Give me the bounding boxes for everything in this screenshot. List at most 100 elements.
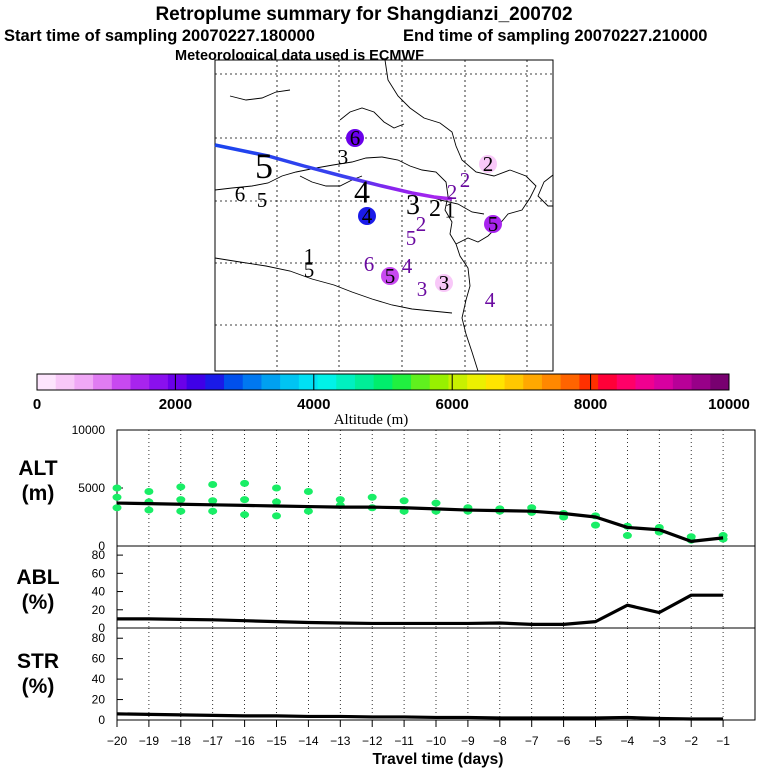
colorbar-swatch [429,374,449,390]
x-tick-label: −20 [107,734,128,748]
y-tick-label: 40 [92,585,106,599]
x-tick-label: −13 [330,734,351,748]
abl-panel: 0 20 40 60 80 [92,545,756,635]
colorbar-swatch [224,374,244,390]
track-day-label: 4 [354,174,370,210]
map-marker-label: 5 [257,188,268,212]
alt-scatter-point [303,487,313,495]
colorbar-tick-label: 6000 [436,396,469,413]
alt-panel: 0 5000 10000 [72,423,756,553]
colorbar-swatch [373,374,393,390]
colorbar-swatch [55,374,75,390]
y-tick-label: 60 [92,652,106,666]
colorbar-swatch [448,374,468,390]
colorbar-tick-label: 10000 [708,396,750,413]
str-series-line [116,712,724,721]
y-tick-label: 0 [98,713,105,727]
alt-scatter-point [208,497,218,505]
map-marker-dot [484,215,502,233]
alt-scatter-point [399,507,409,515]
x-tick-label: −7 [525,734,539,748]
alt-panel-unit: (m) [22,482,55,505]
colorbar-swatch [298,374,319,390]
figure-title: Retroplume summary for Shangdianzi_20070… [155,4,572,25]
x-axis: −20 −19 −18 −17 −16 −15 −14 −13 −12 −11 −10 −9 −8 −7 −… [107,720,730,748]
abl-series-line [117,593,724,626]
str-panel: 0 20 40 60 80 [92,627,756,727]
alt-scatter-point [176,483,186,491]
y-tick-label: 40 [92,672,106,686]
alt-scatter-point [431,499,441,507]
colorbar-tick-label: 4000 [297,396,330,413]
alt-scatter-point [240,511,250,519]
map-marker-label: 5 [406,226,417,250]
track-day-label: 1 [445,197,456,222]
alt-scatter-point [208,481,218,489]
alt-scatter-point [176,496,186,504]
x-tick-label: −14 [298,734,319,748]
colorbar-swatch [336,374,356,390]
track-day-label: 2 [429,196,441,222]
x-tick-label: −5 [589,734,603,748]
colorbar-swatch [261,374,281,390]
alt-series-line [116,501,724,543]
x-tick-label: −9 [461,734,475,748]
colorbar-swatch [130,374,150,390]
x-tick-label: −10 [426,734,447,748]
str-panel-frame [116,627,756,721]
colorbar-swatch [317,374,337,390]
colorbar-tick-label: 2000 [159,396,192,413]
y-tick-label: 0 [98,539,105,553]
x-tick-label: −6 [557,734,571,748]
map-marker-label: 2 [460,168,471,192]
colorbar-swatch [149,374,169,390]
x-tick-label: −16 [234,734,255,748]
colorbar-swatch [672,374,693,390]
colorbar-swatch [616,374,636,390]
colorbar-swatch [523,374,543,390]
colorbar-swatch [205,374,225,390]
end-time-label: End time of sampling 20070227.210000 [403,27,708,45]
map-marker-label: 4 [485,288,496,312]
alt-scatter-point [303,507,313,515]
map-marker-label: 6 [235,182,246,206]
map-marker-dot [435,274,453,292]
alt-scatter-point [367,493,377,501]
x-tick-label: −18 [171,734,192,748]
y-tick-label: 5000 [78,481,105,495]
colorbar-swatch [167,374,188,390]
map-marker-label: 3 [417,277,428,301]
map-marker-label: 2 [416,212,427,236]
x-tick-label: −1 [716,734,730,748]
colorbar-swatch [411,374,431,390]
map-marker-label: 4 [362,204,373,228]
colorbar-swatch [598,374,618,390]
alt-scatter-point [272,512,281,520]
str-panel-name: STR [17,650,59,673]
colorbar-swatch [691,374,711,390]
colorbar-swatch [504,374,524,390]
y-tick-label: 20 [92,603,106,617]
colorbar-swatch [111,374,132,390]
alt-scatter-point [176,507,186,515]
alt-scatter-point [399,497,409,505]
colorbar-swatch [635,374,655,390]
y-tick-label: 20 [92,693,106,707]
plume-centroid-track [214,143,453,201]
colorbar-swatch [654,374,674,390]
map-marker-label: 2 [447,180,458,204]
map-marker-label: 6 [364,252,375,276]
alt-scatter-point [240,479,250,487]
x-tick-label: −8 [493,734,507,748]
colorbar-swatch [280,374,300,390]
map-marker-dot [358,207,376,225]
colorbar-swatch [485,374,506,390]
map-marker-label: 3 [439,271,450,295]
map-marker-label: 1 [304,244,315,268]
colorbar-swatch [710,374,730,390]
alt-scatter-point [144,487,154,495]
map-marker-label: 6 [350,126,361,150]
colorbar-swatch [392,374,412,390]
